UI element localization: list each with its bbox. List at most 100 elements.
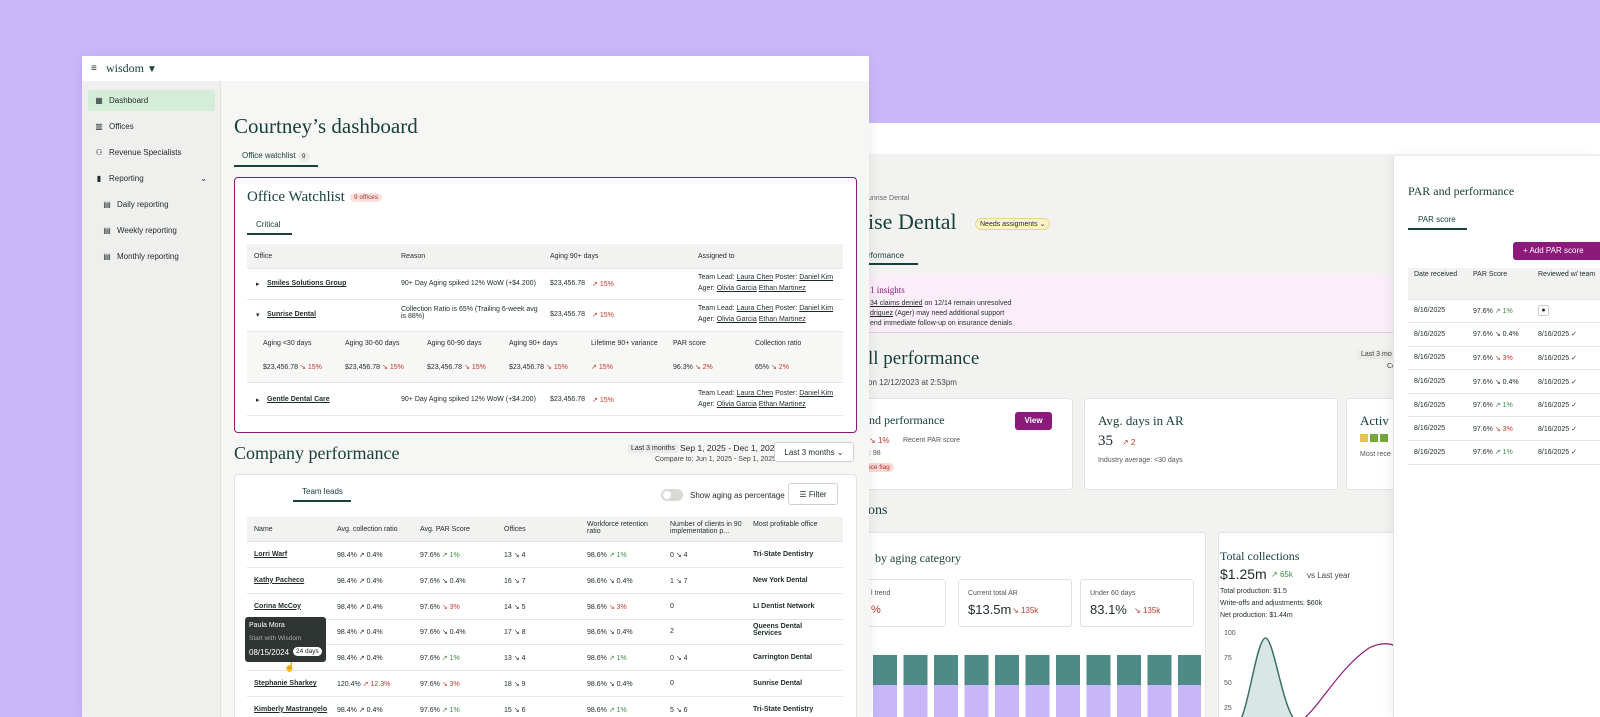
insight-link[interactable]: 34 claims denied xyxy=(870,300,923,307)
table-row[interactable]: Corina McCoy 98.4% ↗ 0.4% 97.6% ↘ 3% 14 … xyxy=(247,594,843,620)
view-button[interactable]: View xyxy=(1015,412,1052,430)
column-header: Name xyxy=(254,526,273,533)
par-score: 97.6% ↘ 0.4% xyxy=(420,577,466,585)
table-row[interactable]: 8/16/2025 97.6% ↘ 3% 8/16/2025 ✓ xyxy=(1408,346,1600,371)
add-par-score-button[interactable]: + Add PAR score xyxy=(1513,242,1600,260)
office-link[interactable]: Sunrise Dental xyxy=(267,311,317,318)
table-row[interactable]: 8/16/2025 97.6% ↗ 1% ● xyxy=(1408,299,1600,324)
table-row[interactable]: ▸ Smiles Solutions Group 90+ Day Aging s… xyxy=(247,269,843,300)
table-row[interactable]: Paula Mora 98.4% ↗ 0.4% 97.6% ↗ 1% 13 ↘ … xyxy=(247,645,843,672)
table-row[interactable]: 8/16/2025 97.6% ↘ 0.4% 8/16/2025 ✓ xyxy=(1408,369,1600,394)
filter-button[interactable]: ☰ Filter xyxy=(788,483,838,505)
person-link[interactable]: Daniel Kim xyxy=(799,390,834,397)
sidebar-item-revenue-specialists[interactable]: ⚇ Revenue Specialists xyxy=(88,142,215,163)
person-link[interactable]: Olivia Garcia xyxy=(716,401,757,408)
expand-icon[interactable]: ▸ xyxy=(256,281,260,288)
table-row[interactable]: ▾ Sunrise Dental Collection Ratio is 65%… xyxy=(247,300,843,332)
team-lead-link[interactable]: Corina McCoy xyxy=(254,602,302,610)
table-row[interactable]: 8/16/2025 97.6% ↘ 0.4% 8/16/2025 ✓ xyxy=(1408,322,1600,347)
detail-value: 96.3% ↘ 2% xyxy=(673,364,713,371)
team-lead-link[interactable]: Kimberly Mastrangelo xyxy=(254,705,328,713)
section-title: ons xyxy=(868,503,888,518)
aging-value: $23,456.78 xyxy=(550,280,586,287)
insight-link[interactable]: driguez xyxy=(870,310,893,317)
table-row[interactable]: Stephanie Sharkey 120.4% ↗ 12.3% 97.6% ↘… xyxy=(247,671,843,697)
trend-icon: ↘ xyxy=(546,364,552,371)
aging-bar-segment xyxy=(1117,685,1141,717)
person-link[interactable]: Olivia Garcia xyxy=(716,285,757,292)
total-collections-card: Total collections $1.25m ↗ 65k vs Last y… xyxy=(1218,532,1418,717)
person-link[interactable]: Laura Chen xyxy=(736,274,774,281)
table-row[interactable]: 8/16/2025 97.6% ↘ 3% 8/16/2025 ✓ xyxy=(1408,416,1600,442)
hamburger-icon[interactable]: ≡ xyxy=(91,63,97,74)
detail-value: $23,456.78 ↘ 15% xyxy=(263,364,322,371)
sidebar-item-monthly-reporting[interactable]: ▤ Monthly reporting xyxy=(96,246,215,267)
sidebar-item-weekly-reporting[interactable]: ▤ Weekly reporting xyxy=(96,220,215,241)
office-link[interactable]: Gentle Dental Care xyxy=(267,396,330,403)
table-row[interactable]: 8/16/2025 97.6% ↗ 1% 8/16/2025 ✓ xyxy=(1408,393,1600,418)
metric-trend: ↘ 135k xyxy=(1012,606,1039,615)
tab-team-leads[interactable]: Team leads xyxy=(293,487,351,502)
person-link[interactable]: Laura Chen xyxy=(736,305,774,312)
score-cell: 97.6% ↗ 1% xyxy=(1473,393,1538,418)
aging-percentage-toggle[interactable] xyxy=(661,489,683,501)
check-icon[interactable]: ● xyxy=(1538,305,1549,317)
person-link[interactable]: Ethan Martinez xyxy=(758,285,806,292)
par-panel: PAR and performance PAR score + Add PAR … xyxy=(1393,156,1600,717)
sidebar-item-reporting[interactable]: ▮ Reporting ⌄ xyxy=(88,168,215,189)
score-cell: 97.6% ↘ 0.4% xyxy=(1473,322,1538,347)
tab-performance[interactable]: rformance xyxy=(868,251,918,265)
card-compare: : 98 xyxy=(869,450,881,457)
column-header: Offices xyxy=(504,526,526,533)
collections-line xyxy=(1241,637,1294,717)
activity-square xyxy=(1370,434,1378,442)
person-link[interactable]: Daniel Kim xyxy=(799,305,834,312)
table-row[interactable]: 98.4% ↗ 0.4% 97.6% ↘ 0.4% 17 ↘ 8 98.6% ↘… xyxy=(247,619,843,646)
range-select[interactable]: Last 3 months ⌄ xyxy=(774,442,854,462)
table-header: Name Avg. collection ratio Avg. PAR Score O… xyxy=(247,517,843,542)
office-link[interactable]: Smiles Solutions Group xyxy=(267,280,347,287)
bar-chart-icon: ▮ xyxy=(96,173,102,183)
compare-label: Co xyxy=(1387,363,1396,370)
status-badge[interactable]: Needs assigments ⌄ xyxy=(975,218,1051,230)
clients-count: 0 ↘ 4 xyxy=(670,655,688,663)
team-lead-link[interactable]: Stephanie Sharkey xyxy=(254,680,317,687)
collapse-icon[interactable]: ▾ xyxy=(256,312,260,319)
collection-ratio: 98.4% ↗ 0.4% xyxy=(337,603,383,611)
tab-office-watchlist[interactable]: Office watchlist 9 xyxy=(234,151,318,167)
sidebar-item-offices[interactable]: ▥ Offices xyxy=(88,116,215,137)
score-cell: 97.6% ↘ 3% xyxy=(1473,346,1538,371)
table-row[interactable]: ▸ Gentle Dental Care 90+ Day Aging spike… xyxy=(247,385,843,416)
logo: wisdom ▼ xyxy=(106,61,157,75)
expand-icon[interactable]: ▸ xyxy=(256,397,260,404)
retention-ratio: 98.6% ↘ 0.4% xyxy=(587,629,633,637)
person-link[interactable]: Ethan Martinez xyxy=(758,316,806,323)
person-link[interactable]: Olivia Garcia xyxy=(716,316,757,323)
check-icon: ✓ xyxy=(1571,449,1577,457)
expanded-details: Aging <30 days $23,456.78 ↘ 15% Aging 30-… xyxy=(247,332,843,383)
sidebar-item-daily-reporting[interactable]: ▤ Daily reporting xyxy=(96,194,215,215)
person-link[interactable]: Ethan Martinez xyxy=(758,401,806,408)
chevron-down-icon: ⌄ xyxy=(1039,221,1046,228)
card-title: Activ xyxy=(1360,413,1389,428)
dashboard-window: ≡ wisdom ▼ ▦ Dashboard ▥ Offices ⚇ Revenue … xyxy=(82,56,869,717)
table-row[interactable]: Kimberly Mastrangelo 98.4% ↗ 0.4% 97.6% … xyxy=(247,697,843,717)
detail-header: Collection ratio xyxy=(755,340,802,347)
breadcrumb[interactable]: unrise Dental xyxy=(868,195,910,202)
aging-trend: ↗ 15% xyxy=(592,397,614,404)
team-lead-link[interactable]: Lorri Warf xyxy=(254,551,288,558)
table-row[interactable]: 8/16/2025 97.6% ↗ 1% 8/16/2025 ✓ xyxy=(1408,440,1600,465)
offices-count: 13 ↘ 4 xyxy=(504,552,526,559)
person-link[interactable]: Laura Chen xyxy=(736,390,774,397)
tab-critical[interactable]: Critical xyxy=(247,220,292,235)
table-row[interactable]: Lorri Warf 98.4% ↗ 0.4% 97.6% ↗ 1% 13 ↘ … xyxy=(247,542,843,568)
status-badge-label: Needs assigments xyxy=(980,221,1038,228)
tab-par-score[interactable]: PAR score xyxy=(1408,215,1467,230)
person-link[interactable]: Daniel Kim xyxy=(799,274,834,281)
aging-bar-segment xyxy=(903,685,928,717)
aging-bar-segment xyxy=(934,655,958,685)
table-row[interactable]: Kathy Pacheco 98.4% ↗ 0.4% 97.6% ↘ 0.4% … xyxy=(247,568,843,594)
section-title: Company performance xyxy=(234,443,400,463)
sidebar-item-dashboard[interactable]: ▦ Dashboard xyxy=(88,90,215,111)
team-lead-link[interactable]: Kathy Pacheco xyxy=(254,576,305,584)
